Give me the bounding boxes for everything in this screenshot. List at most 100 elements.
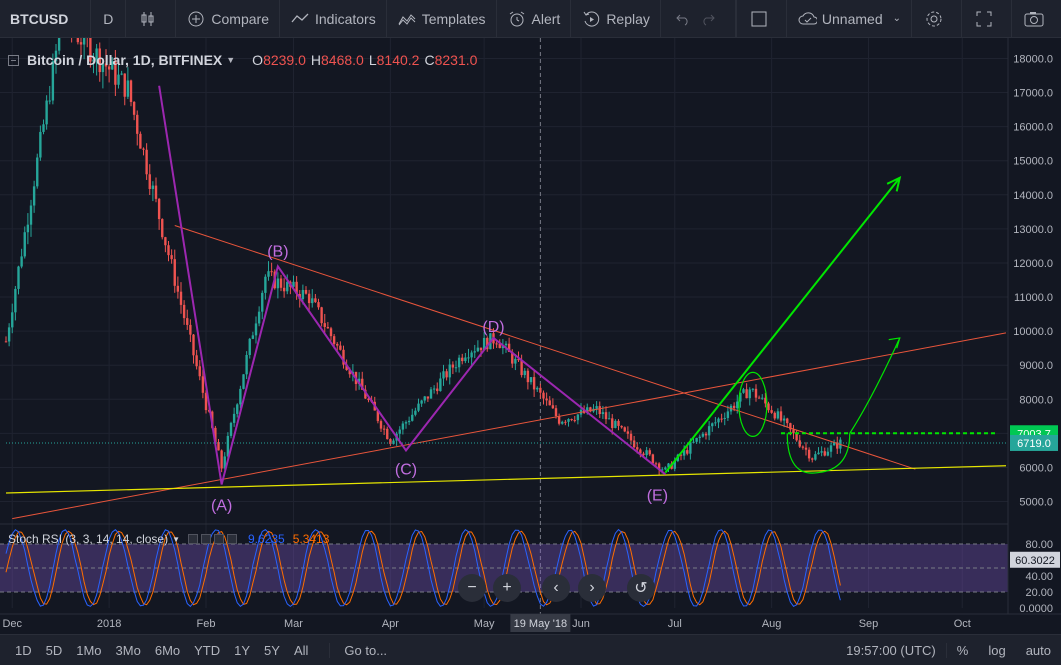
- candle-body: [123, 73, 126, 97]
- candle-body: [186, 318, 189, 325]
- undo-icon[interactable]: [673, 9, 693, 29]
- candle-body: [386, 428, 389, 440]
- candle-body: [117, 74, 120, 85]
- fullscreen-button[interactable]: [962, 0, 1012, 38]
- scroll-right-button[interactable]: ›: [578, 574, 606, 602]
- candle-body: [598, 406, 601, 415]
- series-title[interactable]: Bitcoin / Dollar, 1D, BITFINEX: [27, 52, 223, 68]
- candle-body: [732, 405, 736, 409]
- close-icon[interactable]: [214, 534, 224, 544]
- candle-body: [811, 458, 814, 460]
- price-tick-label: 5000.0: [1019, 497, 1053, 509]
- candle-body: [176, 285, 180, 292]
- range-1y[interactable]: 1Y: [234, 642, 251, 658]
- auto-toggle[interactable]: auto: [1025, 642, 1051, 658]
- chart-canvas[interactable]: (A)(B)(C)(D)(E) 5000.06000.07000.08000.0…: [0, 38, 1061, 634]
- reset-chart-button[interactable]: ↺: [627, 574, 655, 602]
- candle-body: [120, 73, 123, 75]
- candle-body: [823, 451, 826, 456]
- chart-area[interactable]: (A)(B)(C)(D)(E) 5000.06000.07000.08000.0…: [0, 38, 1061, 634]
- candle-body: [182, 304, 186, 319]
- settings-icon[interactable]: [201, 534, 211, 544]
- caret-down-icon[interactable]: ▼: [172, 534, 180, 544]
- percent-toggle[interactable]: %: [945, 642, 979, 658]
- replay-button[interactable]: Replay: [571, 0, 661, 38]
- zoom-out-button[interactable]: −: [458, 574, 486, 602]
- candle-body: [154, 185, 158, 199]
- candle-body: [129, 80, 133, 102]
- candle-body: [270, 271, 273, 273]
- collapse-icon[interactable]: [8, 54, 19, 66]
- candle-body: [342, 349, 345, 365]
- candle-body: [89, 38, 92, 62]
- interval-selector[interactable]: D: [91, 0, 127, 38]
- candle-body: [617, 420, 620, 426]
- candle-body: [657, 463, 661, 470]
- more-icon[interactable]: [227, 534, 237, 544]
- candle-body: [673, 461, 676, 469]
- candle-body: [779, 411, 783, 421]
- candle-body: [692, 441, 695, 443]
- time-tick-label: 2018: [97, 618, 121, 630]
- candle-body: [142, 148, 145, 150]
- candle-body: [164, 237, 167, 246]
- compare-button[interactable]: Compare: [176, 0, 280, 38]
- fullscreen-layout-button[interactable]: [735, 0, 787, 38]
- range-1mo[interactable]: 1Mo: [76, 642, 102, 658]
- range-5y[interactable]: 5Y: [264, 642, 280, 658]
- candle-body: [636, 447, 639, 450]
- range-all[interactable]: All: [293, 642, 309, 658]
- scroll-left-button[interactable]: ‹: [542, 574, 570, 602]
- chart-type-button[interactable]: [126, 0, 177, 38]
- candle-body: [436, 388, 439, 392]
- candle-body: [104, 63, 108, 67]
- stoch-rsi-title[interactable]: Stoch RSI (3, 3, 14, 14, close): [8, 532, 169, 546]
- close-value: 8231.0: [434, 52, 478, 68]
- settings-button[interactable]: [912, 0, 962, 38]
- candle-body: [392, 440, 395, 444]
- green-ellipse-top: [738, 371, 768, 438]
- candle-body: [448, 364, 451, 378]
- candle-body: [401, 423, 405, 430]
- candle-body: [304, 289, 308, 294]
- go-to-button[interactable]: Go to...: [329, 642, 387, 658]
- rsi-tick-label: 80.00: [1025, 539, 1053, 551]
- candle-body: [439, 378, 442, 392]
- candle-body: [111, 61, 114, 70]
- rsi-last-badge: [1010, 551, 1060, 568]
- candle-body: [45, 100, 48, 125]
- candle-body: [7, 327, 11, 342]
- price-tick-label: 15000.0: [1013, 156, 1053, 168]
- candle-body: [470, 352, 473, 358]
- candle-body: [776, 411, 780, 419]
- range-ytd[interactable]: YTD: [194, 642, 221, 658]
- snapshot-button[interactable]: [1012, 0, 1061, 38]
- save-layout-button[interactable]: Unnamed ⌄: [787, 0, 912, 38]
- candle-body: [461, 357, 464, 362]
- candle-body: [511, 351, 514, 364]
- indicators-button[interactable]: Indicators: [280, 0, 387, 38]
- candle-body: [336, 343, 339, 346]
- range-1d[interactable]: 1D: [15, 642, 32, 658]
- range-5d[interactable]: 5D: [45, 642, 63, 658]
- alert-button[interactable]: Alert: [497, 0, 572, 38]
- candle-body: [570, 419, 573, 421]
- candle-body: [814, 454, 817, 460]
- symbol-search[interactable]: BTCUSD: [0, 0, 92, 38]
- zoom-in-button[interactable]: +: [493, 574, 521, 602]
- log-toggle[interactable]: log: [988, 642, 1006, 658]
- candle-body: [254, 323, 258, 336]
- templates-label: Templates: [421, 10, 486, 27]
- eye-icon[interactable]: [188, 534, 198, 544]
- candle-body: [189, 324, 192, 335]
- candle-body: [707, 426, 711, 436]
- candle-body: [786, 418, 789, 424]
- range-6mo[interactable]: 6Mo: [154, 642, 181, 658]
- candle-body: [554, 408, 558, 417]
- candle-body: [620, 425, 623, 428]
- caret-down-icon[interactable]: ▼: [226, 55, 236, 65]
- price-tick-label: 13000.0: [1013, 224, 1053, 236]
- range-3mo[interactable]: 3Mo: [115, 642, 141, 658]
- redo-icon[interactable]: [698, 9, 718, 29]
- templates-button[interactable]: Templates: [387, 0, 497, 38]
